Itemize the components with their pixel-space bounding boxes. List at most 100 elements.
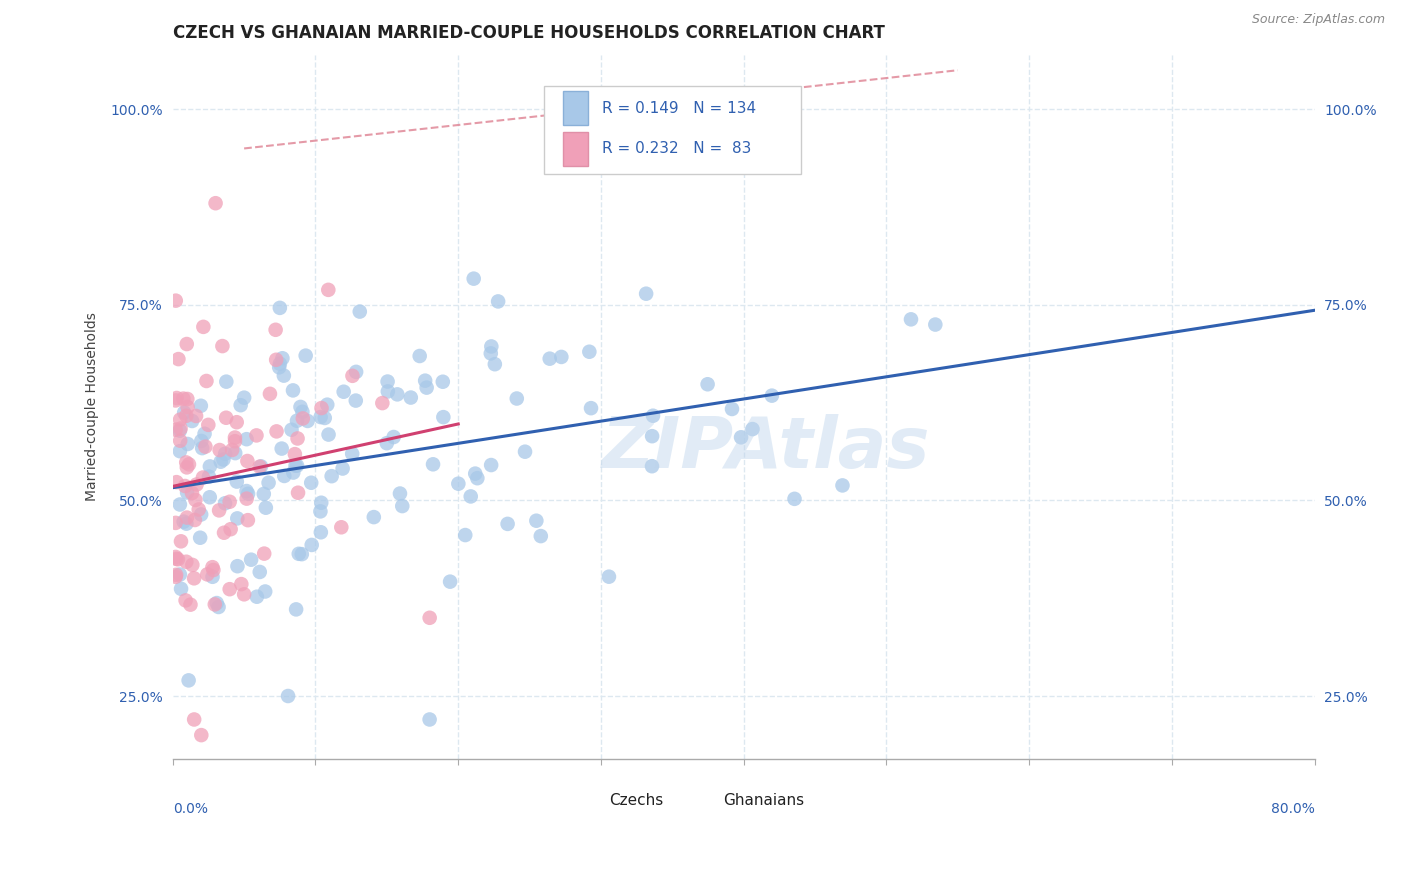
Point bbox=[165, 516, 187, 530]
Point bbox=[344, 365, 367, 379]
Point bbox=[218, 582, 240, 597]
Point bbox=[415, 381, 437, 395]
Point bbox=[530, 529, 553, 543]
Point bbox=[201, 560, 224, 574]
Point bbox=[169, 567, 191, 582]
Point bbox=[460, 490, 482, 504]
Point bbox=[235, 484, 257, 499]
Point bbox=[550, 350, 572, 364]
Point bbox=[215, 375, 238, 389]
Point bbox=[432, 410, 454, 425]
Point bbox=[316, 398, 339, 412]
Text: Czechs: Czechs bbox=[609, 793, 664, 808]
Point bbox=[641, 409, 664, 423]
Point bbox=[271, 351, 294, 366]
Point bbox=[165, 423, 187, 437]
Point bbox=[496, 516, 519, 531]
Point bbox=[432, 375, 454, 389]
Point bbox=[299, 475, 322, 490]
Point bbox=[190, 728, 212, 742]
Point bbox=[169, 421, 191, 435]
Point bbox=[506, 392, 529, 406]
Point bbox=[208, 443, 231, 458]
Point bbox=[165, 393, 187, 408]
Point bbox=[174, 593, 197, 607]
Point bbox=[184, 513, 207, 527]
Point bbox=[183, 713, 205, 727]
Point bbox=[332, 384, 354, 399]
Point bbox=[467, 471, 489, 485]
Point bbox=[761, 389, 783, 403]
Point bbox=[330, 520, 353, 534]
Point bbox=[240, 552, 263, 566]
Point bbox=[297, 414, 319, 428]
Point bbox=[176, 516, 198, 531]
Point bbox=[463, 271, 485, 285]
Point bbox=[387, 387, 409, 401]
Point bbox=[311, 401, 333, 415]
Point bbox=[165, 551, 187, 566]
Point bbox=[900, 312, 922, 326]
Point bbox=[176, 460, 198, 475]
Point bbox=[191, 441, 214, 455]
Point bbox=[176, 437, 198, 451]
Point bbox=[202, 563, 225, 577]
Point bbox=[236, 487, 259, 501]
Point bbox=[174, 455, 197, 469]
Point bbox=[524, 514, 547, 528]
Point bbox=[636, 286, 658, 301]
Point bbox=[291, 547, 314, 561]
Point bbox=[226, 559, 249, 574]
Point bbox=[198, 469, 221, 483]
Point bbox=[285, 458, 308, 473]
Point bbox=[284, 447, 307, 461]
Point bbox=[215, 410, 238, 425]
Point bbox=[342, 368, 364, 383]
Point bbox=[211, 339, 233, 353]
Point bbox=[225, 475, 247, 489]
Point bbox=[253, 547, 276, 561]
Point bbox=[184, 409, 207, 423]
Point bbox=[166, 475, 188, 490]
Point bbox=[176, 510, 198, 524]
Point bbox=[229, 398, 252, 412]
Point bbox=[194, 440, 217, 454]
Point bbox=[309, 496, 332, 510]
Point bbox=[236, 454, 259, 468]
Point bbox=[224, 431, 246, 445]
Point bbox=[169, 412, 191, 426]
Point bbox=[205, 596, 228, 610]
Point bbox=[277, 689, 299, 703]
Point bbox=[422, 458, 444, 472]
Point bbox=[285, 414, 308, 428]
Point bbox=[190, 399, 212, 413]
Point bbox=[349, 304, 371, 318]
Point bbox=[204, 196, 226, 211]
Text: Source: ZipAtlas.com: Source: ZipAtlas.com bbox=[1251, 13, 1385, 27]
FancyBboxPatch shape bbox=[578, 789, 603, 815]
Point bbox=[294, 349, 316, 363]
Point bbox=[165, 570, 187, 584]
Point bbox=[273, 469, 295, 483]
Point bbox=[174, 479, 197, 493]
Point bbox=[283, 466, 305, 480]
Point bbox=[236, 513, 259, 527]
Point bbox=[176, 485, 198, 500]
Point bbox=[235, 432, 257, 446]
Point bbox=[198, 459, 221, 474]
Point bbox=[413, 374, 436, 388]
Point bbox=[181, 486, 204, 500]
Text: 80.0%: 80.0% bbox=[1271, 802, 1315, 815]
Point bbox=[201, 570, 224, 584]
Point bbox=[332, 461, 354, 475]
Point bbox=[214, 496, 236, 510]
FancyBboxPatch shape bbox=[564, 132, 588, 166]
Point bbox=[641, 459, 664, 474]
Point bbox=[188, 531, 211, 545]
Point bbox=[721, 401, 744, 416]
Point bbox=[269, 357, 291, 371]
Point bbox=[235, 491, 257, 506]
Point bbox=[169, 444, 191, 458]
Point bbox=[287, 432, 309, 446]
Point bbox=[233, 391, 256, 405]
